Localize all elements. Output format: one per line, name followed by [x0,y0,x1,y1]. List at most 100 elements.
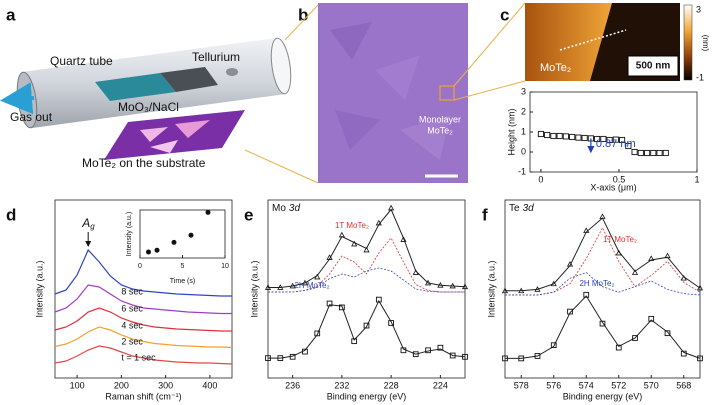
x-tick-label: 100 [70,380,85,390]
data-point [351,338,358,345]
annotation: 1T MoTe₂ [335,221,369,230]
fit-component [268,267,465,293]
y-tick-label: -1 [518,166,526,176]
spectrum-line [54,326,233,349]
data-point [437,282,444,288]
annotation: 0.87 nm [596,138,636,150]
data-point [612,136,619,143]
spectrum-line [54,307,232,332]
data-point [339,304,345,311]
series-label: 4 sec [121,320,143,330]
data-point [534,286,541,292]
spectrum-line [54,248,232,297]
y-axis-label: Intensity (a.u.) [486,260,496,317]
data-point [412,269,419,275]
data-point [388,320,394,326]
data-point [637,149,644,157]
y-tick-label: 1 [521,126,526,136]
x-axis-label: Binding energy (eV) [563,391,643,401]
x-tick-label: 570 [644,380,659,390]
data-point [188,232,194,238]
y-tick-label: 0 [521,146,526,156]
x-tick-label: 224 [433,380,448,390]
data-point [583,227,590,233]
x-tick-label: 232 [334,380,349,390]
data-point [314,330,321,337]
annotation: 1T MoTe₂ [603,235,637,244]
peak-label-main: A [81,216,90,230]
data-point [550,280,557,287]
spectrum-line [54,345,233,365]
scale-bar-label: 500 nm [636,61,671,72]
annotation: 2H MoTe₂ [579,279,614,288]
data-point [664,330,671,337]
data-point [664,252,671,259]
data-point [518,287,525,294]
data-point [461,283,469,290]
x-tick-label: 228 [384,380,399,390]
y-axis-label: Intensity (a.u.) [126,212,133,256]
x-tick-label: 0 [138,263,142,270]
data-point [400,236,407,242]
data-point [567,308,573,315]
x-tick-label: 5 [181,263,185,270]
colorbar-label: -1 [696,72,704,82]
annotation: 2H MoTe₂ [294,281,329,290]
data-point [351,240,358,247]
data-point [583,291,590,298]
plot-frame [54,199,233,379]
data-point [437,344,444,351]
data-point [599,320,606,327]
cvd-illustration [0,4,319,184]
x-tick-label: 0.5 [613,174,626,184]
plot-frame [504,199,701,379]
data-point [600,135,607,143]
data-point [424,279,432,286]
data-point [363,246,370,253]
x-tick-label: 574 [579,380,594,390]
data-point [615,249,622,256]
optical-image [318,2,526,183]
data-point [599,213,606,219]
x-tick-label: 576 [546,380,561,390]
data-point [277,355,284,361]
data-point [562,133,569,140]
x-tick-label: 200 [114,380,129,390]
data-point [518,355,525,362]
data-point [338,231,345,238]
data-point [534,353,541,359]
x-tick-label: 400 [202,380,217,390]
panel-label: a [6,5,16,24]
y-axis-label: Intensity (a.u.) [249,260,259,317]
data-point [656,149,663,157]
data-point [363,322,370,329]
data-point [662,149,669,157]
panel-label: e [244,205,253,224]
data-point [581,134,588,142]
data-point [265,355,271,361]
data-point [264,284,272,290]
panel-label: c [500,5,509,24]
data-point [154,247,160,253]
plot-frame [529,91,698,173]
data-point [632,335,638,341]
illustration-label: Gas out [10,110,53,124]
data-point [550,342,557,349]
data-point [301,279,309,286]
image-annotation: Monolayer [419,114,461,124]
data-point [680,274,687,281]
data-point [569,133,576,141]
data-point [375,296,382,303]
panel-label: d [6,205,16,224]
y-axis-label: Intensity (a.u.) [34,260,44,317]
illustration-label: MoTe₂ on the substrate [82,156,206,170]
data-point [462,353,468,360]
fit-envelope [268,208,466,288]
data-point [631,148,638,156]
panel-title: Mo 3d [272,203,300,214]
panel-label: b [298,5,308,24]
illustration-label: Quartz tube [50,54,113,68]
x-tick-label: 10 [221,263,229,270]
peak-label: Ag [81,216,95,231]
